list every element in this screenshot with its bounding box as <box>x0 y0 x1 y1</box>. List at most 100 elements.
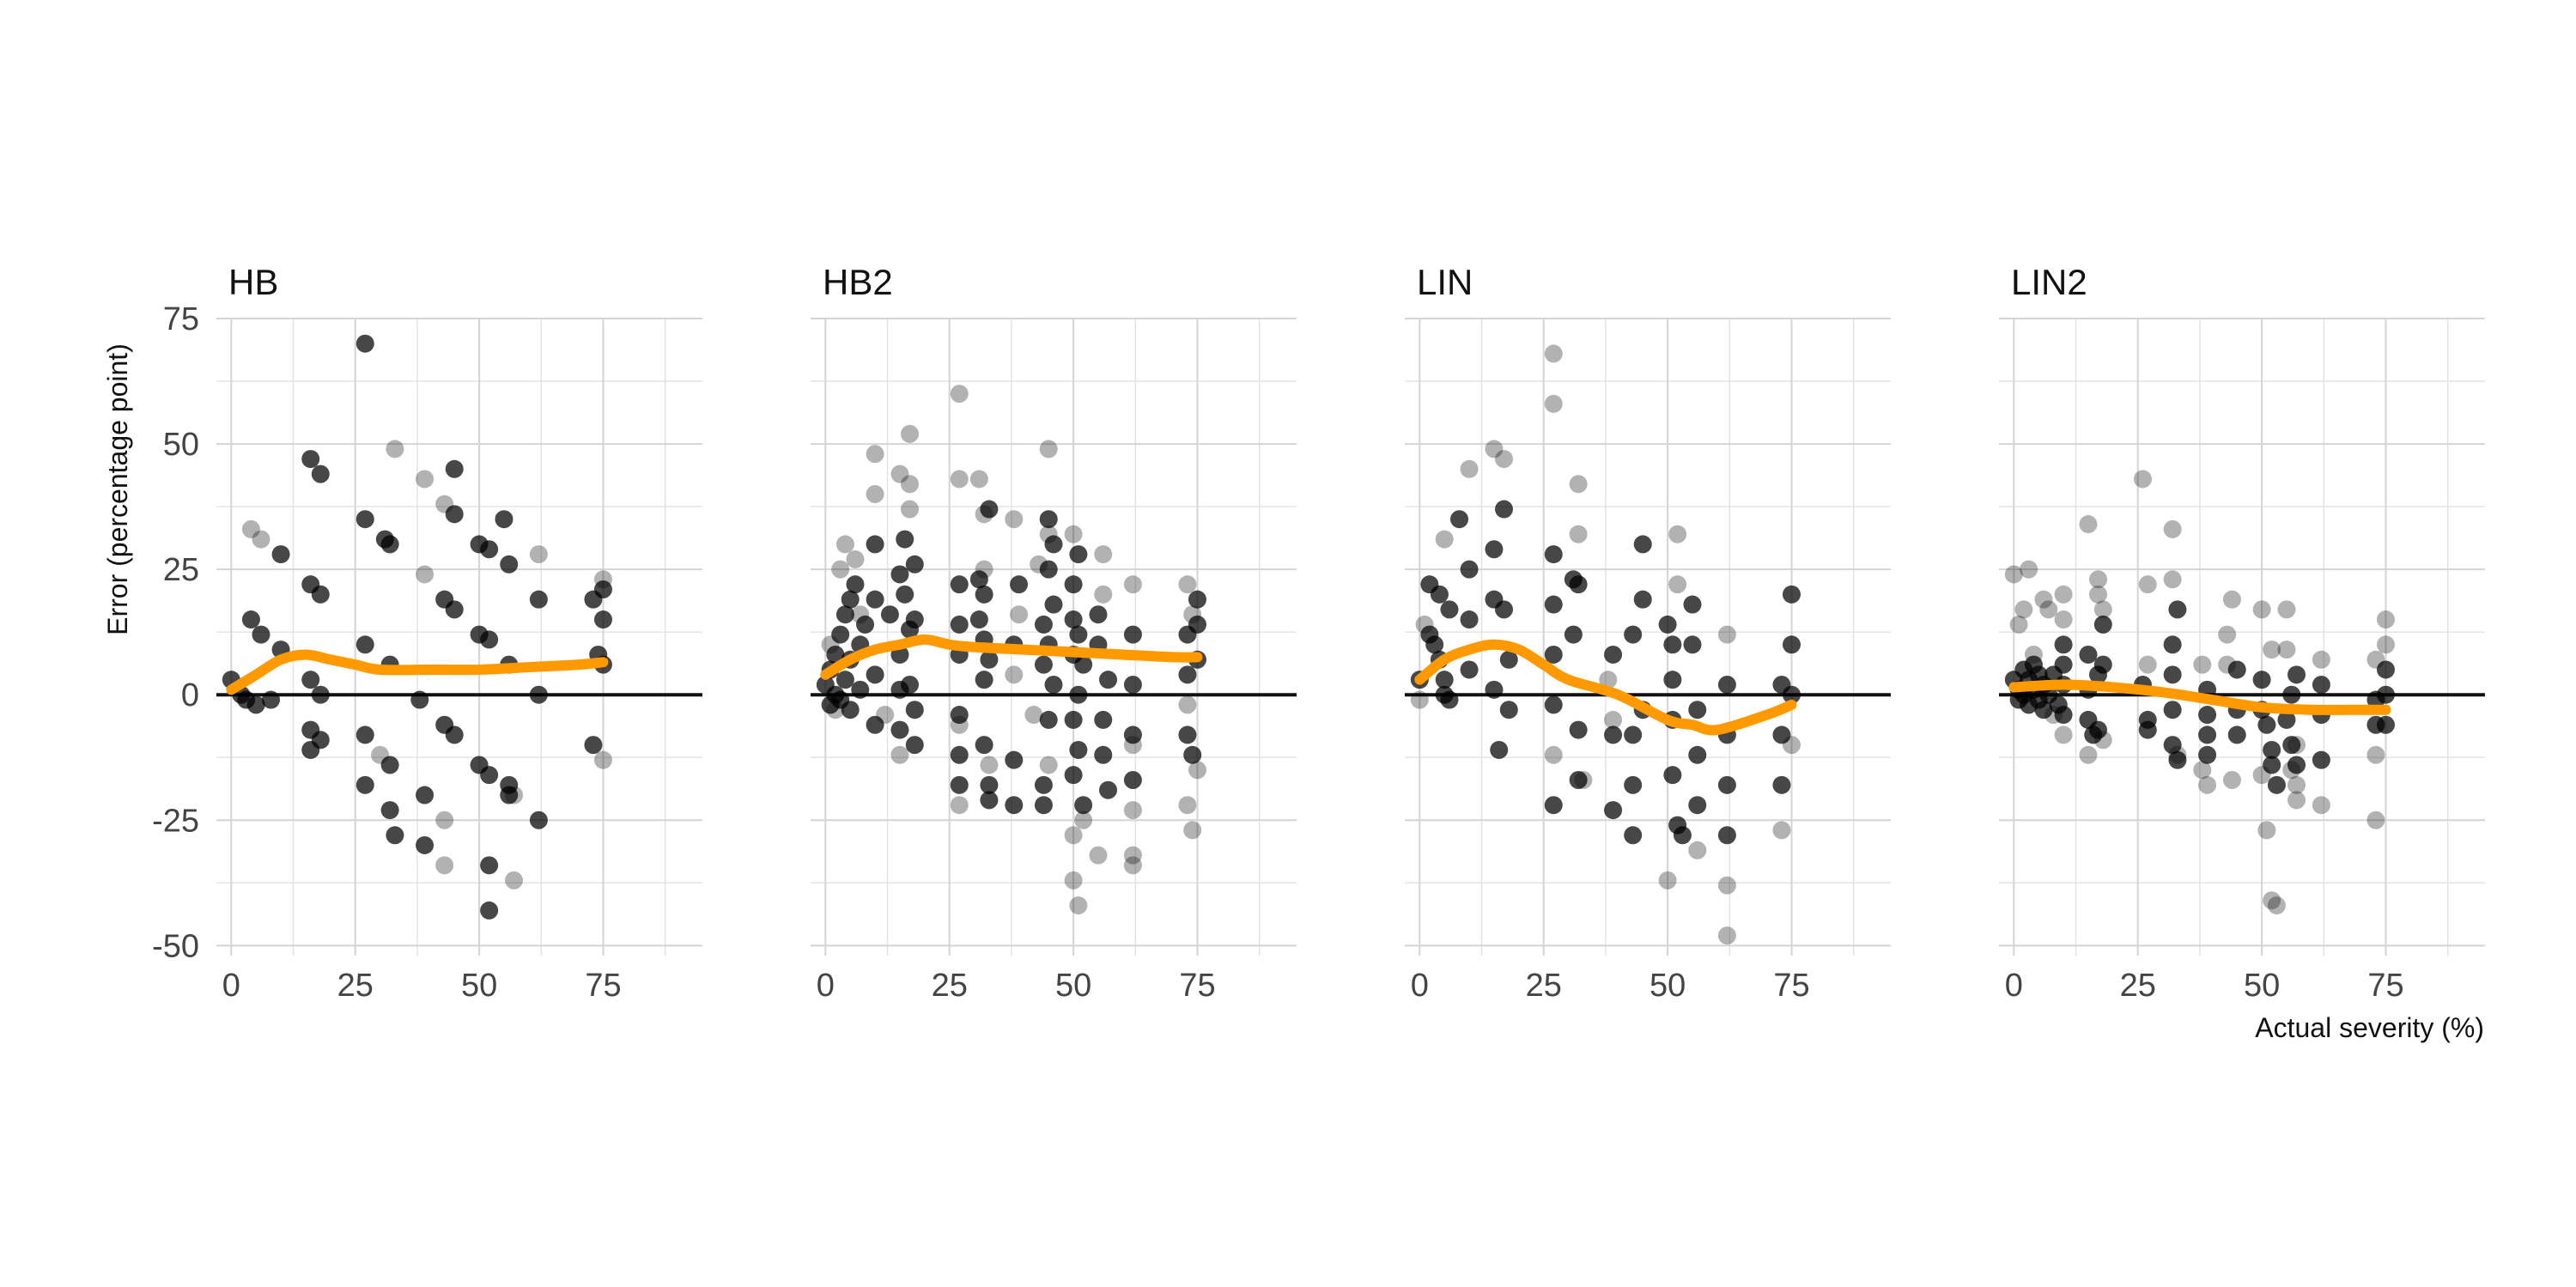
data-point-light <box>1123 846 1142 865</box>
data-point <box>880 605 899 624</box>
data-point-light <box>901 475 920 494</box>
data-point-light <box>2312 650 2330 669</box>
data-point <box>1683 595 1702 614</box>
smooth-trend-line <box>226 649 609 695</box>
data-point-light <box>1410 690 1429 709</box>
data-point <box>866 590 884 609</box>
data-point <box>2376 660 2395 679</box>
data-point <box>380 756 399 774</box>
y-tick-label: 25 <box>163 552 199 588</box>
data-point-light <box>2079 745 2098 764</box>
data-point <box>2168 600 2187 619</box>
data-point <box>271 545 290 564</box>
data-point-light <box>2277 600 2296 619</box>
x-tick-label: 50 <box>461 968 497 1004</box>
data-point-light <box>1064 525 1083 543</box>
data-point <box>950 615 969 634</box>
data-point <box>1044 595 1063 614</box>
data-point-light <box>1485 440 1504 458</box>
x-tick-label: 25 <box>932 968 968 1004</box>
data-point <box>835 605 854 624</box>
data-point <box>1569 771 1588 790</box>
data-point-light <box>1178 695 1197 714</box>
data-point <box>1624 775 1643 794</box>
data-point <box>1034 615 1053 634</box>
panel-title: HB <box>228 262 278 302</box>
data-point-light <box>2034 590 2053 609</box>
y-axis-title: Error (percentage point) <box>102 343 133 635</box>
data-point-light <box>1717 926 1736 945</box>
data-point <box>2287 756 2306 774</box>
data-point <box>2163 635 2182 654</box>
data-point <box>1183 745 1202 764</box>
data-point <box>1460 610 1479 629</box>
data-point <box>905 555 924 574</box>
data-point-light <box>2054 585 2073 604</box>
data-point <box>1544 545 1563 564</box>
y-axis: 75 50 25 0 -25 -50 <box>152 301 199 964</box>
data-point-light <box>866 445 884 464</box>
data-point <box>529 810 548 829</box>
data-point-light <box>1064 871 1083 889</box>
data-point-light <box>1668 525 1687 543</box>
data-point <box>1430 585 1449 604</box>
data-point <box>2054 635 2073 654</box>
data-point <box>480 901 499 920</box>
data-point-light <box>1188 761 1206 780</box>
data-point <box>445 459 464 478</box>
data-point-light <box>1569 525 1588 543</box>
data-point <box>1569 575 1588 594</box>
data-point <box>1178 725 1197 744</box>
data-point <box>1688 701 1707 719</box>
data-point <box>445 600 464 619</box>
data-point-light <box>252 530 270 549</box>
data-point <box>969 610 988 629</box>
data-point <box>831 625 850 644</box>
data-point-light <box>2198 775 2217 794</box>
data-point-light <box>890 464 909 483</box>
x-tick-label: 25 <box>337 968 374 1004</box>
data-point <box>529 590 548 609</box>
data-point-light <box>2054 725 2073 744</box>
data-point <box>2376 685 2395 704</box>
data-point <box>1039 710 1058 729</box>
data-point <box>355 775 374 794</box>
data-point <box>2163 701 2182 719</box>
data-point <box>1544 796 1563 815</box>
data-point-light <box>980 756 999 774</box>
data-point <box>2263 740 2281 759</box>
data-point <box>311 585 330 604</box>
data-point <box>2252 671 2271 689</box>
data-point <box>2079 645 2098 664</box>
data-point <box>1069 625 1088 644</box>
data-point <box>905 736 924 755</box>
data-point <box>445 725 464 744</box>
data-point <box>1633 590 1652 609</box>
data-point <box>1564 625 1583 644</box>
data-point-light <box>2093 600 2112 619</box>
data-point <box>1440 600 1459 619</box>
data-point-light <box>1460 459 1479 478</box>
data-point <box>1499 701 1518 719</box>
data-point <box>1178 665 1197 684</box>
data-point-light <box>1074 810 1093 829</box>
data-point-light <box>2009 615 2028 634</box>
data-point <box>950 745 969 764</box>
data-point <box>1633 535 1652 554</box>
data-point-light <box>2312 796 2330 815</box>
data-point <box>386 826 404 845</box>
data-point-light <box>2376 610 2395 629</box>
data-point-light <box>1668 575 1687 594</box>
data-point <box>301 671 320 689</box>
data-point <box>1450 510 1469 529</box>
data-point <box>311 464 330 483</box>
data-point <box>969 570 988 589</box>
data-point <box>2227 725 2246 744</box>
data-point-light <box>1069 896 1088 915</box>
data-point <box>1099 671 1118 689</box>
data-point-light <box>1183 821 1202 840</box>
data-point <box>593 610 612 629</box>
data-point <box>1544 645 1563 664</box>
data-point-light <box>1544 394 1563 413</box>
data-point <box>1782 685 1801 704</box>
